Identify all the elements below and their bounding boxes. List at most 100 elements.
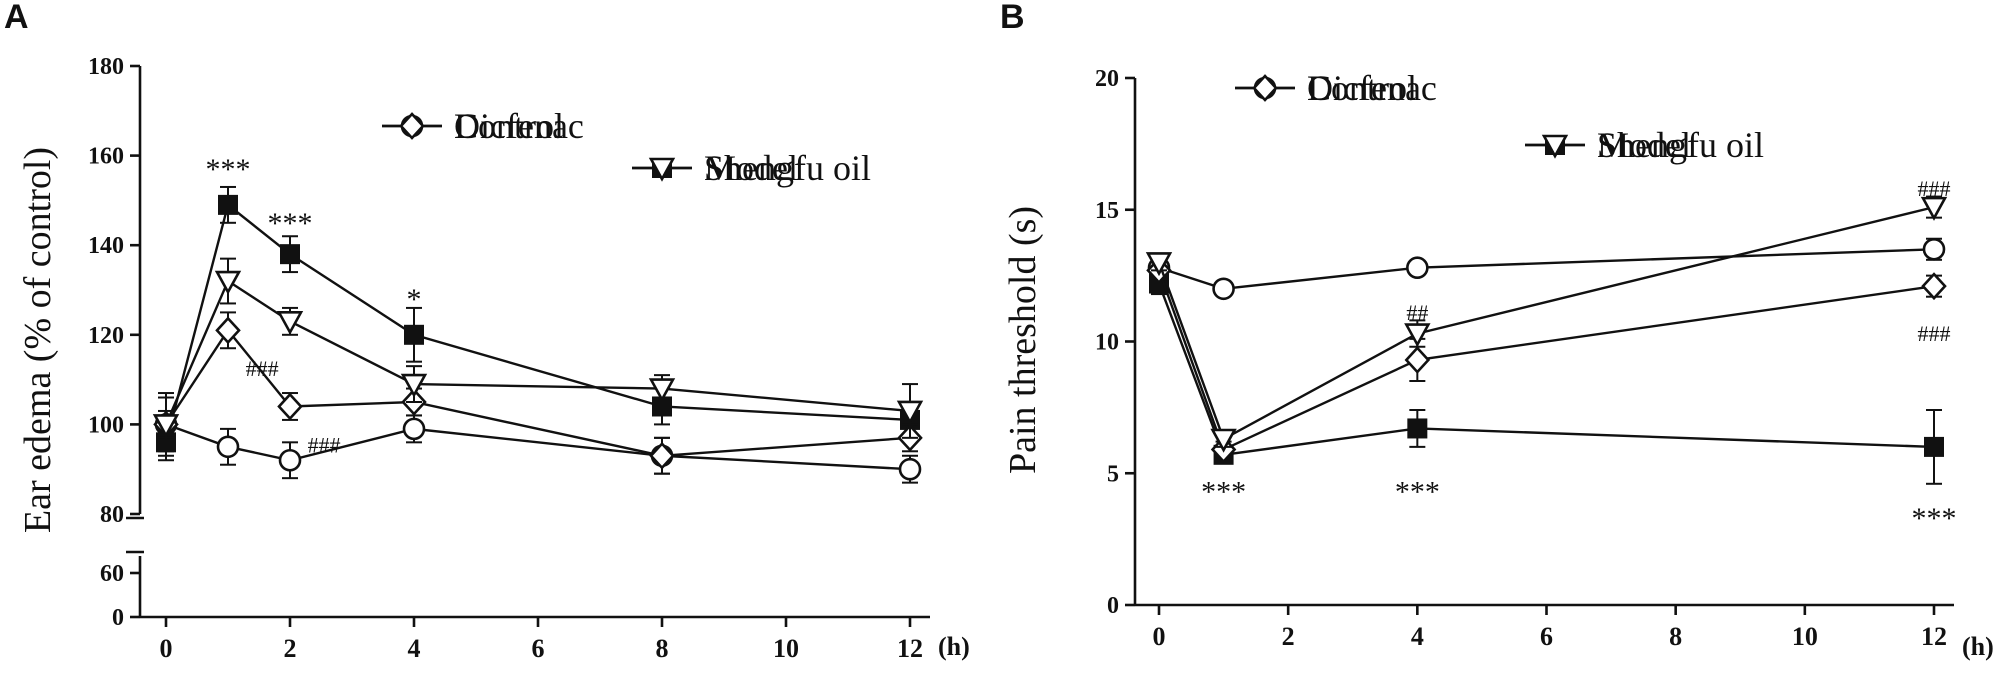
legend-label: Dicfenac bbox=[1307, 68, 1437, 108]
data-point-shengfu-oil bbox=[152, 414, 180, 439]
x-tick-label: 2 bbox=[284, 634, 297, 663]
series-model bbox=[1149, 271, 1944, 485]
data-point-control bbox=[1922, 237, 1946, 261]
x-tick-label: 4 bbox=[408, 634, 421, 663]
x-tick-label: 4 bbox=[1411, 622, 1424, 651]
panel-b-legend: Control Model Dicfenac Shengfu oil bbox=[1235, 68, 1764, 165]
panel-b-y-axis-label: Pain threshold (s) bbox=[1002, 206, 1044, 474]
legend-item-dicfenac: Dicfenac bbox=[1235, 68, 1437, 108]
legend-marker bbox=[399, 112, 425, 140]
data-point-model bbox=[1924, 436, 1944, 457]
data-point-shengfu-oil bbox=[214, 270, 242, 295]
legend-item-model: Model bbox=[632, 148, 798, 188]
panel-b-label: B bbox=[1000, 0, 1025, 36]
series-line-shengfu-oil bbox=[164, 279, 911, 425]
legend-label: Dicfenac bbox=[454, 106, 584, 146]
significance-hash-label: ### bbox=[246, 356, 279, 381]
legend-label: Control bbox=[454, 106, 564, 146]
panel-a-ear-edema-chart: A Ear edema (% of control) (h) 801001201… bbox=[4, 0, 970, 663]
y-tick-label: 5 bbox=[1107, 461, 1119, 487]
significance-hash-label: ### bbox=[308, 432, 341, 457]
series-shengfu-oil bbox=[152, 257, 924, 457]
x-tick-label: 8 bbox=[656, 634, 669, 663]
x-tick-label: 6 bbox=[1540, 622, 1553, 651]
data-point-shengfu-oil bbox=[1145, 252, 1173, 277]
x-tick-label: 8 bbox=[1669, 622, 1682, 651]
data-point-shengfu-oil bbox=[1404, 323, 1431, 348]
series-control bbox=[154, 396, 922, 484]
legend-item-shengfu-oil: Shengfu oil bbox=[1525, 125, 1764, 165]
y-tick-label: 10 bbox=[1095, 330, 1119, 356]
data-point-control bbox=[898, 457, 922, 481]
x-tick-label: 0 bbox=[1153, 622, 1166, 651]
series-line-model bbox=[1157, 283, 1935, 457]
legend-marker bbox=[648, 157, 676, 182]
legend-label: Model bbox=[1597, 125, 1691, 165]
series-line-shengfu-oil bbox=[1157, 205, 1935, 441]
y-tick-label: 140 bbox=[88, 233, 124, 259]
data-point-shengfu-oil bbox=[400, 373, 428, 398]
panel-a-axes: 80 100 120 140 160 180 0 60 0 2 4 6 8 10 12 bbox=[88, 54, 930, 663]
y-tick-label: 0 bbox=[1107, 593, 1119, 619]
panel-a-annotations: *******###### bbox=[206, 153, 422, 457]
legend-label: Model bbox=[704, 148, 798, 188]
legend-label: Control bbox=[1307, 68, 1417, 108]
data-point-shengfu-oil bbox=[1920, 196, 1948, 221]
series-dicfenac bbox=[1146, 256, 1947, 464]
panel-b-series bbox=[1145, 195, 1948, 485]
panel-a-label: A bbox=[4, 0, 29, 36]
data-point-control bbox=[216, 435, 240, 459]
y-tick-label: 100 bbox=[88, 412, 124, 438]
x-tick-label: 2 bbox=[1282, 622, 1295, 651]
legend-label: Shengfu oil bbox=[1597, 125, 1764, 165]
panel-b-annotations: *** ******######## bbox=[1201, 176, 1956, 535]
panel-a-y-axis-label: Ear edema (% of control) bbox=[17, 147, 59, 533]
data-point-model bbox=[404, 324, 424, 345]
panel-b-x-unit-label: (h) bbox=[1962, 632, 1994, 661]
data-point-model bbox=[218, 194, 238, 215]
data-point-dicfenac bbox=[215, 316, 241, 345]
panel-b-pain-threshold-chart: B Pain threshold (s) (h) 0 5 10 15 20 0 2 4 6 8 10… bbox=[1000, 0, 1994, 661]
legend-item-dicfenac: Dicfenac bbox=[382, 106, 584, 146]
significance-hash-label: ## bbox=[1406, 300, 1428, 325]
legend-marker bbox=[1252, 74, 1278, 102]
panel-a-legend: Control Model Dicfenac Shengfu oil bbox=[382, 106, 871, 188]
y-tick-label: 80 bbox=[100, 502, 124, 528]
panel-a-x-unit-label: (h) bbox=[938, 632, 970, 661]
data-point-shengfu-oil bbox=[648, 378, 676, 403]
y-tick-label: 0 bbox=[112, 605, 124, 631]
data-point-control bbox=[278, 448, 302, 472]
y-tick-label: 180 bbox=[88, 54, 124, 80]
x-tick-label: 10 bbox=[1792, 622, 1818, 651]
data-point-dicfenac bbox=[649, 441, 675, 470]
data-point-dicfenac bbox=[1921, 272, 1947, 301]
significance-hash-label: ### bbox=[1918, 321, 1951, 346]
panel-b-axes: 0 5 10 15 20 0 2 4 6 8 10 12 bbox=[1095, 66, 1954, 651]
panel-a-series bbox=[152, 185, 924, 484]
series-control bbox=[1147, 237, 1946, 301]
data-point-control bbox=[1406, 256, 1429, 280]
data-point-control bbox=[402, 417, 426, 441]
significance-star-label: * bbox=[407, 283, 422, 316]
data-point-model bbox=[1407, 418, 1428, 439]
y-tick-label: 120 bbox=[88, 323, 124, 349]
x-tick-label: 10 bbox=[773, 634, 799, 663]
y-tick-label: 160 bbox=[88, 144, 124, 170]
x-tick-label: 0 bbox=[160, 634, 173, 663]
y-tick-label: 15 bbox=[1095, 198, 1119, 224]
data-point-model bbox=[280, 244, 300, 265]
series-dicfenac bbox=[153, 311, 923, 475]
significance-star-label: *** bbox=[1201, 476, 1246, 509]
legend-item-shengfu-oil: Shengfu oil bbox=[632, 148, 871, 188]
y-tick-label: 20 bbox=[1095, 66, 1119, 92]
series-line-dicfenac bbox=[1157, 269, 1935, 452]
series-line-control bbox=[1158, 248, 1935, 291]
legend-marker bbox=[1541, 134, 1569, 159]
significance-hash-label: ### bbox=[1918, 176, 1951, 201]
data-point-control bbox=[1212, 277, 1235, 301]
y-tick-label: 60 bbox=[100, 561, 124, 587]
legend-label: Shengfu oil bbox=[704, 148, 871, 188]
data-point-shengfu-oil bbox=[1210, 428, 1237, 453]
x-tick-label: 12 bbox=[897, 634, 923, 663]
